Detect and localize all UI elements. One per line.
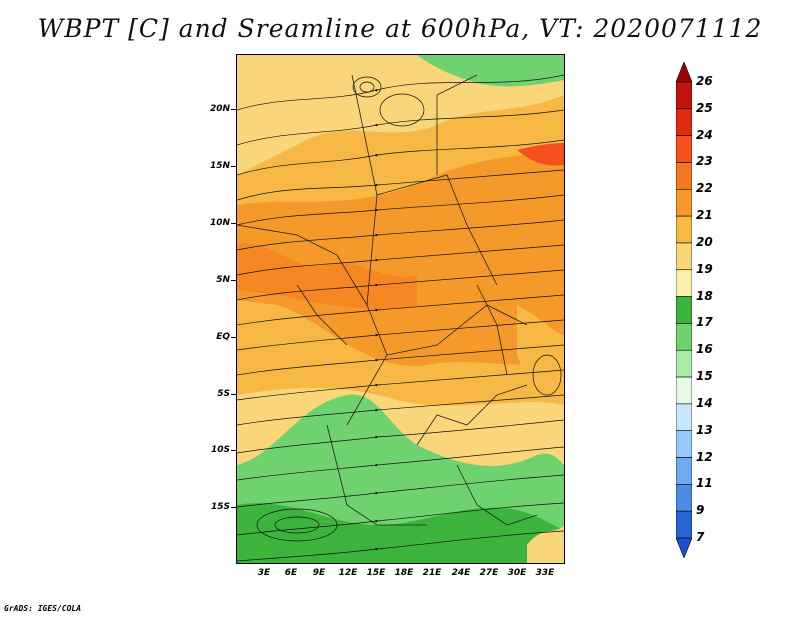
wbpt-field-16-south	[237, 502, 564, 563]
lon-label-18e: 18E	[394, 568, 414, 578]
lat-tick	[231, 166, 236, 167]
colorbar-label: 12	[696, 449, 713, 464]
colorbar-segment	[676, 269, 692, 297]
lon-label-6e: 6E	[284, 568, 298, 578]
colorbar-label: 20	[696, 234, 713, 249]
lat-label-15n: 15N	[209, 161, 230, 171]
lon-label-21e: 21E	[422, 568, 442, 578]
lon-label-33e: 33E	[535, 568, 555, 578]
colorbar-segment	[676, 376, 692, 405]
colorbar-label: 26	[696, 74, 713, 88]
lat-label-20n: 20N	[209, 104, 230, 114]
colorbar-label: 24	[696, 127, 713, 142]
lat-label-10n: 10N	[209, 218, 230, 228]
lat-tick	[231, 450, 236, 451]
colorbar-segment	[676, 484, 692, 512]
lon-label-12e: 12E	[338, 568, 358, 578]
colorbar-label: 16	[696, 342, 713, 357]
colorbar-label: 14	[696, 395, 713, 410]
lat-tick	[231, 394, 236, 395]
lat-tick	[231, 337, 236, 338]
colorbar-segment	[676, 188, 692, 217]
colorbar-label: 19	[696, 261, 713, 276]
colorbar-segment	[676, 81, 692, 110]
colorbar-segment	[676, 296, 692, 324]
country-borders	[237, 74, 538, 526]
colorbar-label: 21	[696, 208, 713, 223]
colorbar-label: 15	[696, 369, 713, 384]
lon-label-27e: 27E	[479, 568, 499, 578]
colorbar-top-triangle	[676, 62, 692, 83]
map-panel	[236, 54, 565, 564]
colorbar-label: 7	[696, 530, 705, 544]
lat-label-5n: 5N	[216, 275, 230, 285]
lat-tick	[231, 223, 236, 224]
lon-label-9e: 9E	[312, 568, 326, 578]
colorbar-segment	[676, 215, 692, 244]
grads-credit: GrADS: IGES/COLA	[4, 604, 82, 613]
colorbar-segment	[676, 349, 692, 378]
colorbar-label: 22	[696, 181, 713, 196]
colorbar-label: 23	[696, 154, 713, 169]
colorbar-label: 9	[696, 503, 705, 518]
colorbar-segment	[676, 162, 692, 190]
lat-label-eq: EQ	[216, 332, 230, 342]
map-title: WBPT [C] and Sreamline at 600hPa, VT: 20…	[37, 14, 763, 43]
lat-tick	[231, 109, 236, 110]
colorbar-label: 25	[696, 100, 713, 115]
colorbar	[676, 62, 692, 558]
colorbar-label: 17	[696, 315, 713, 330]
colorbar-label: 13	[696, 422, 713, 437]
colorbar-segment	[676, 108, 692, 136]
colorbar-segment	[676, 242, 692, 271]
lat-tick	[231, 280, 236, 281]
lat-label-5s: 5S	[217, 389, 230, 399]
colorbar-bottom-triangle	[676, 537, 692, 558]
colorbar-segment	[676, 403, 692, 432]
colorbar-segment	[676, 457, 692, 485]
wbpt-field-20-east	[517, 305, 564, 405]
lon-label-24e: 24E	[451, 568, 471, 578]
colorbar-segment	[676, 430, 692, 458]
lat-tick	[231, 507, 236, 508]
wbpt-field-17-ne	[417, 55, 564, 87]
lon-label-15e: 15E	[366, 568, 386, 578]
colorbar-label: 11	[696, 476, 713, 491]
wbpt-field-23-core	[517, 143, 564, 166]
streamlines	[237, 74, 564, 562]
lon-label-3e: 3E	[257, 568, 271, 578]
wbpt-field-19-se	[527, 525, 564, 563]
wbpt-field-19-north	[237, 55, 564, 175]
colorbar-segment	[676, 510, 692, 539]
colorbar-segment	[676, 135, 692, 163]
lat-label-10s: 10S	[210, 445, 230, 455]
colorbar-segment	[676, 323, 692, 351]
lon-label-30e: 30E	[507, 568, 527, 578]
lat-label-15s: 15S	[210, 502, 230, 512]
colorbar-label: 18	[696, 288, 713, 303]
